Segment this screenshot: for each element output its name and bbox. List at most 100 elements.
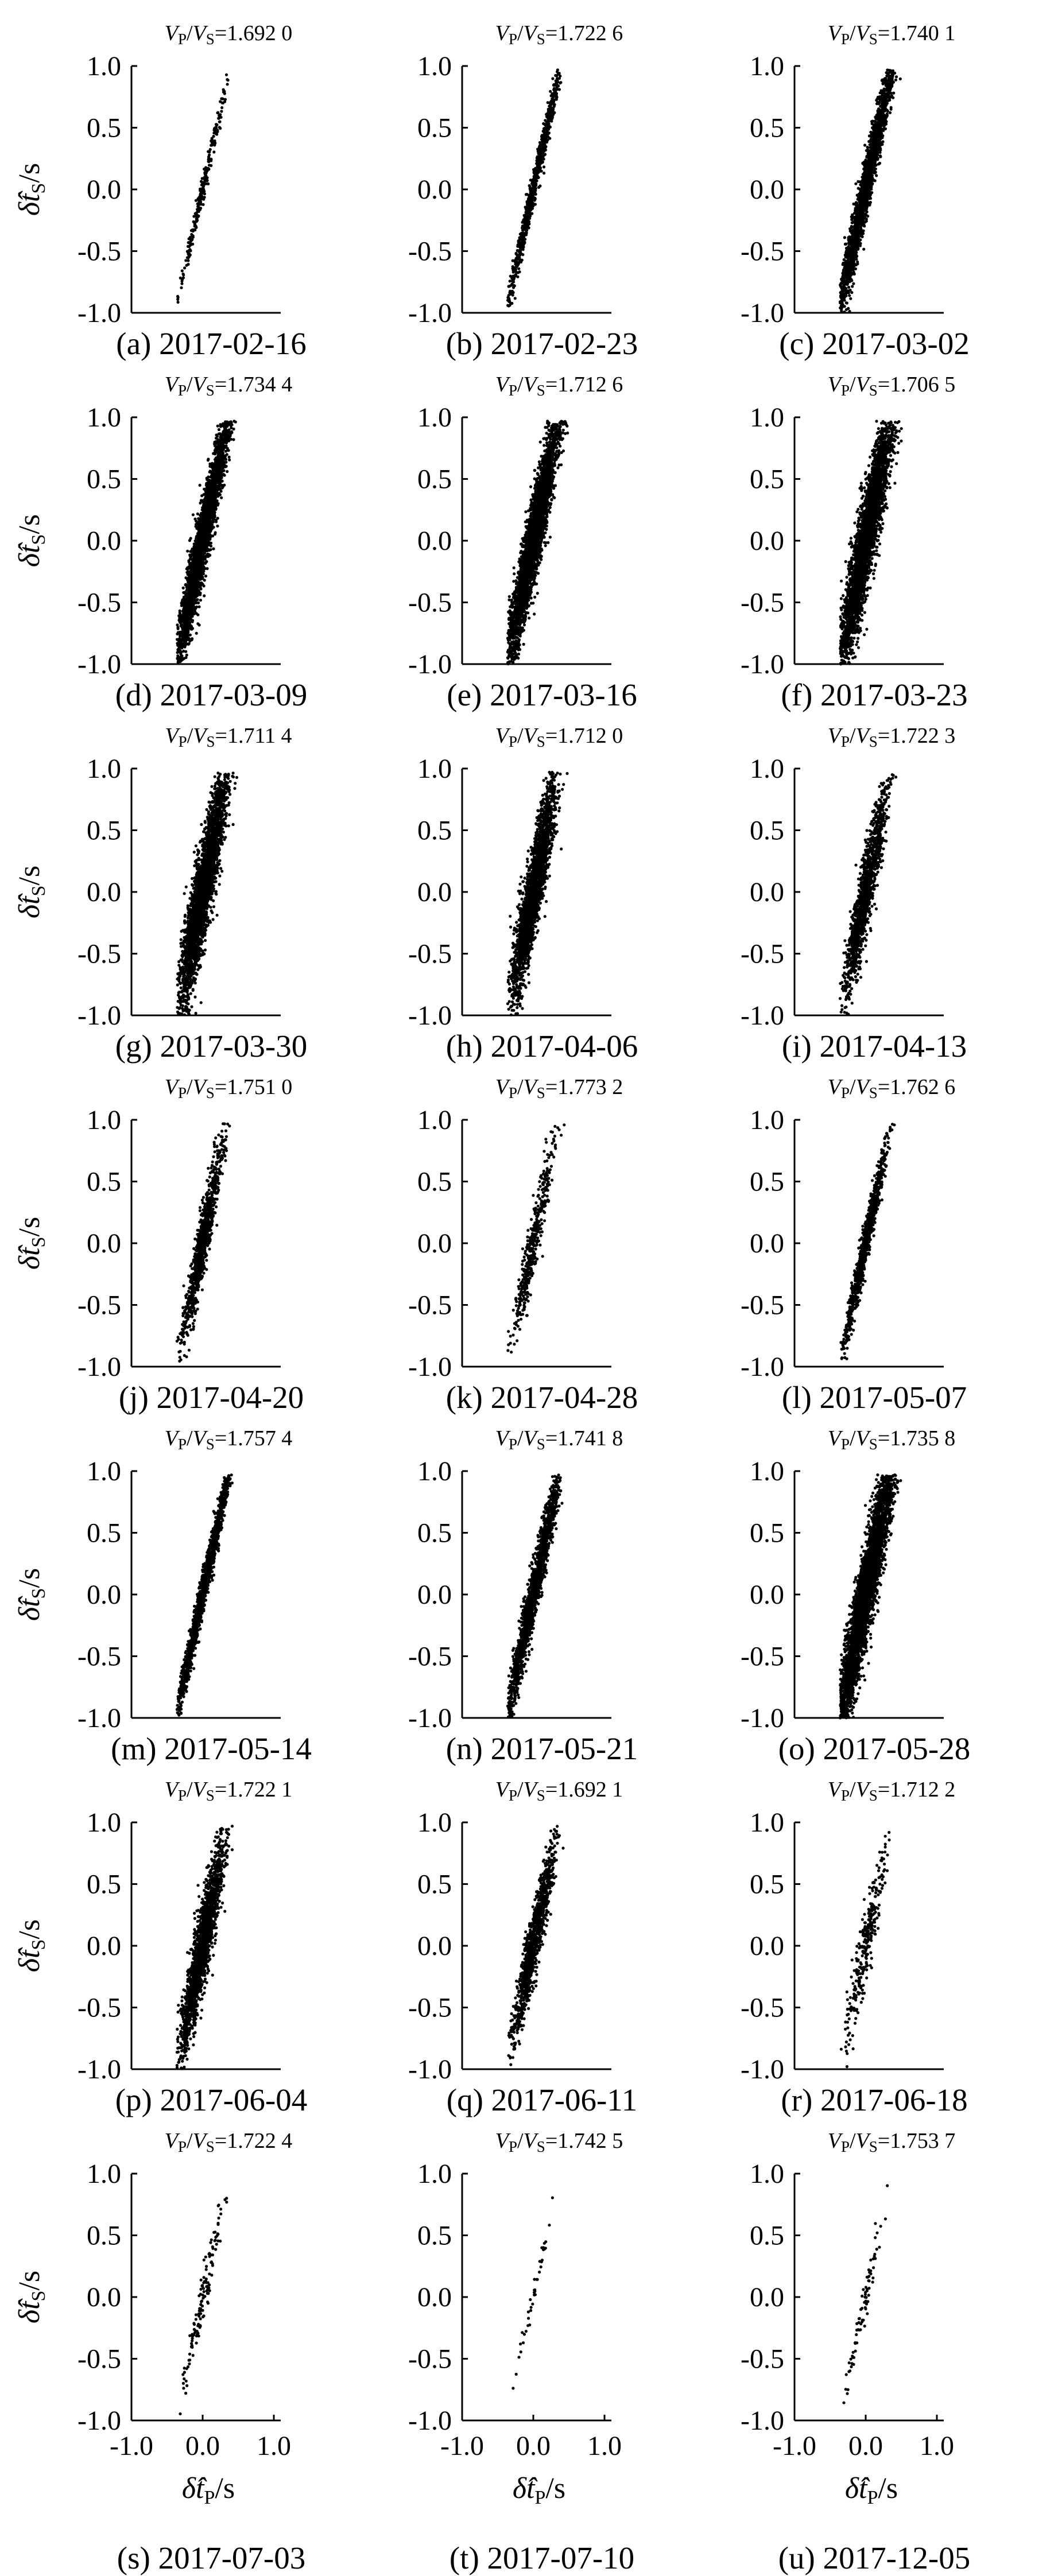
scatter-point [888, 95, 891, 98]
scatter-points [176, 420, 237, 664]
scatter-point [875, 156, 878, 160]
scatter-point [839, 300, 842, 304]
scatter-point [506, 304, 510, 307]
scatter-point [525, 193, 529, 196]
scatter-point [848, 274, 852, 278]
scatter-point [185, 250, 189, 253]
scatter-point [220, 97, 224, 100]
scatter-point [542, 172, 546, 175]
scatter-point [871, 119, 874, 123]
scatter-point [526, 224, 530, 227]
scatter-point [851, 285, 854, 288]
scatter-point [536, 160, 539, 163]
scatter-point [538, 157, 541, 160]
scatter-point [530, 195, 534, 199]
scatter-point [187, 259, 190, 262]
scatter-point [532, 190, 536, 193]
scatter-point [541, 161, 544, 164]
scatter-point [880, 91, 884, 95]
scatter-point [842, 269, 845, 273]
scatter-point [848, 280, 851, 284]
scatter-point [559, 74, 562, 78]
scatter-point [188, 255, 191, 258]
scatter-point [528, 193, 532, 196]
scatter-point [540, 144, 543, 148]
scatter-point [212, 134, 215, 138]
scatter-points [838, 68, 902, 314]
scatter-point [525, 233, 528, 236]
scatter-point [863, 171, 866, 174]
scatter-point [843, 280, 847, 284]
scatter-point [179, 276, 182, 280]
scatter-point [862, 211, 865, 215]
scatter-point [191, 242, 195, 246]
scatter-point [203, 594, 206, 598]
scatter-point [534, 166, 538, 170]
scatter-point [845, 301, 848, 305]
scatter-point [877, 162, 881, 166]
scatter-point [859, 219, 862, 222]
scatter-point [869, 142, 873, 146]
scatter-point [898, 77, 902, 81]
scatter-point [839, 282, 843, 285]
scatter-point [881, 121, 884, 124]
scatter-point [206, 182, 209, 185]
scatter-point [544, 146, 547, 149]
scatter-point [894, 75, 898, 79]
scatter-point [552, 98, 556, 102]
scatter-point [852, 244, 855, 247]
scatter-point [865, 188, 868, 191]
scatter-point [219, 113, 222, 117]
scatter-point [521, 224, 525, 228]
scatter-point [544, 119, 547, 122]
scatter-point [879, 104, 883, 108]
scatter-point [890, 77, 894, 80]
scatter-point [510, 301, 514, 305]
scatter-point [511, 286, 516, 289]
scatter-point [540, 169, 543, 173]
scatter-point [227, 455, 231, 459]
scatter-point [522, 218, 525, 222]
scatter-point [208, 153, 211, 157]
scatter-point [517, 249, 521, 253]
scatter-point [540, 150, 543, 153]
y-tick-label: -0.5 [77, 236, 121, 267]
scatter-point [206, 179, 209, 183]
y-tick-label: 0.5 [87, 113, 121, 143]
scatter-point [208, 148, 212, 152]
scatter-point [191, 230, 195, 233]
scatter-point [212, 150, 216, 154]
scatter-point [892, 91, 896, 95]
scatter-point [865, 165, 869, 168]
scatter-point [220, 101, 224, 104]
scatter-point [867, 139, 871, 143]
scatter-point [850, 218, 854, 222]
scatter-point [202, 188, 206, 191]
scatter-point [861, 235, 864, 239]
scatter-point [547, 110, 551, 113]
scatter-point [219, 115, 223, 119]
scatter-point [522, 214, 526, 217]
scatter-point [848, 230, 852, 233]
scatter-point [871, 141, 875, 145]
scatter-point [510, 284, 513, 287]
scatter-point [846, 261, 849, 264]
scatter-point [525, 216, 529, 219]
scatter-point [854, 223, 858, 226]
scatter-point [209, 158, 212, 161]
scatter-point [199, 599, 202, 602]
scatter-point [193, 212, 197, 215]
scatter-point [842, 296, 846, 300]
scatter-point [223, 98, 227, 101]
scatter-point [218, 120, 221, 123]
scatter-point [842, 286, 845, 289]
scatter-point [191, 513, 195, 517]
scatter-point [844, 249, 848, 253]
scatter-point [869, 168, 872, 172]
scatter-point [199, 207, 203, 210]
scatter-point [869, 201, 872, 204]
scatter-point [866, 170, 870, 173]
scatter-point [516, 271, 520, 274]
scatter-point [533, 173, 537, 176]
scatter-point [545, 115, 549, 118]
